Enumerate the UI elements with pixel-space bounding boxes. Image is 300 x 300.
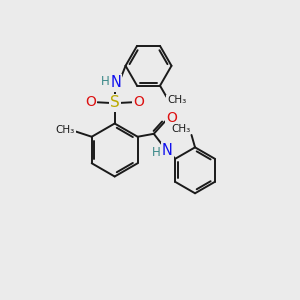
Text: S: S (110, 95, 119, 110)
Text: CH₃: CH₃ (56, 125, 75, 135)
Text: N: N (110, 75, 121, 90)
Text: O: O (134, 95, 144, 109)
Text: O: O (166, 111, 177, 125)
Text: H: H (152, 146, 160, 159)
Text: CH₃: CH₃ (167, 95, 186, 105)
Text: H: H (100, 75, 109, 88)
Text: CH₃: CH₃ (172, 124, 191, 134)
Text: N: N (162, 143, 173, 158)
Text: O: O (85, 95, 96, 109)
